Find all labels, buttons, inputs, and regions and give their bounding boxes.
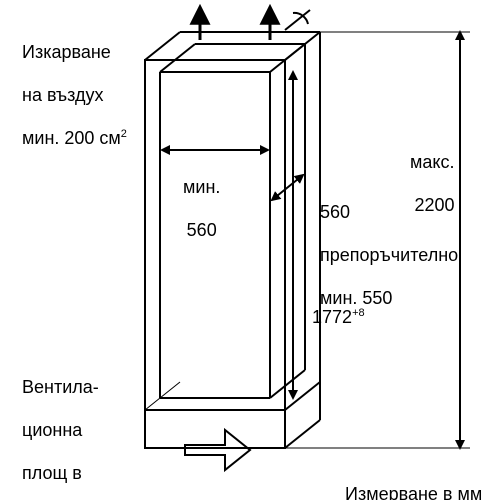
- air-exhaust-label: Изкарване на въздух мин. 200 см2: [12, 20, 127, 150]
- height-label: 1772+8: [302, 285, 365, 328]
- units-label: Измерване в мм: [335, 462, 482, 500]
- vent-base-label: Вентила- ционна площ в основата мин. 200…: [12, 355, 127, 500]
- min-width-label: мин. 560: [173, 155, 220, 241]
- max-height-label: макс. 2200: [400, 130, 454, 216]
